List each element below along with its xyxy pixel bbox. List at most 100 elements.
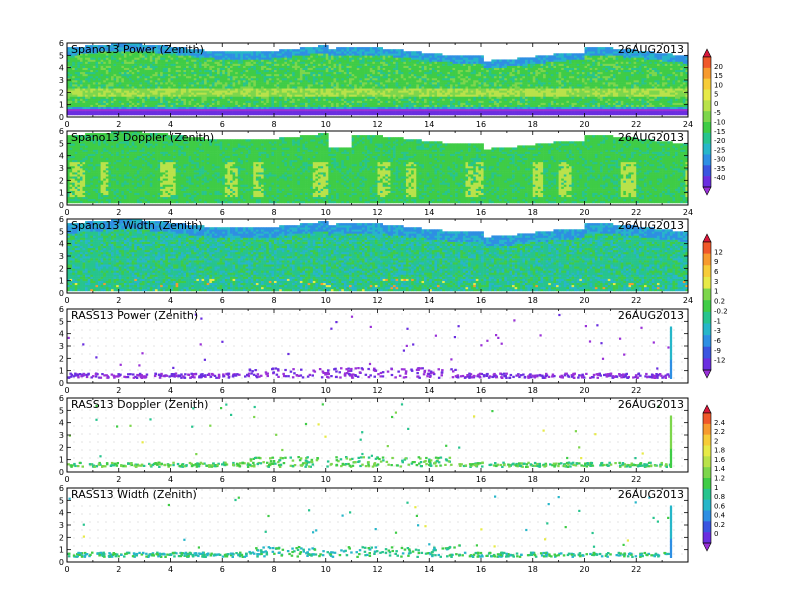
heatmap-cell [248, 57, 251, 59]
heatmap-cell [421, 105, 424, 107]
heatmap-cell [121, 92, 124, 94]
heatmap-cell [321, 59, 324, 61]
heatmap-cell [191, 74, 194, 76]
heatmap-cell [331, 94, 334, 96]
heatmap-cell [207, 66, 210, 68]
heatmap-cell [83, 105, 86, 107]
heatmap-cell [111, 80, 114, 82]
heatmap-cell [233, 57, 236, 59]
heatmap-cell [70, 70, 73, 72]
heatmap-cell [186, 96, 189, 98]
heatmap-cell [178, 86, 181, 88]
heatmap-cell [305, 96, 308, 98]
heatmap-cell [315, 96, 318, 98]
heatmap-cell [139, 84, 142, 86]
heatmap-cell [292, 107, 295, 109]
heatmap-cell [313, 82, 316, 84]
heatmap-cell [406, 72, 409, 74]
heatmap-cell [290, 49, 293, 51]
heatmap-cell [440, 78, 443, 80]
heatmap-cell [313, 62, 316, 64]
heatmap-cell [129, 82, 132, 84]
heatmap-cell [310, 101, 313, 103]
heatmap-cell [191, 57, 194, 59]
heatmap-cell [243, 78, 246, 80]
heatmap-cell [137, 68, 140, 70]
heatmap-cell [230, 86, 233, 88]
heatmap-cell [88, 101, 91, 103]
heatmap-cell [380, 103, 383, 105]
heatmap-cell [158, 64, 161, 66]
heatmap-cell [235, 109, 238, 111]
heatmap-cell [442, 94, 445, 96]
heatmap-cell [142, 82, 145, 84]
heatmap-cell [132, 96, 135, 98]
heatmap-cell [248, 72, 251, 74]
heatmap-cell [235, 55, 238, 57]
heatmap-cell [189, 66, 192, 68]
heatmap-cell [463, 99, 466, 101]
heatmap-cell [134, 59, 137, 61]
heatmap-cell [437, 105, 440, 107]
heatmap-cell [339, 59, 342, 61]
heatmap-cell [302, 90, 305, 92]
heatmap-cell [396, 111, 399, 113]
heatmap-cell [341, 92, 344, 94]
heatmap-cell [204, 78, 207, 80]
heatmap-cell [217, 78, 220, 80]
heatmap-cell [127, 68, 130, 70]
heatmap-cell [403, 88, 406, 90]
heatmap-cell [189, 74, 192, 76]
heatmap-cell [334, 113, 337, 115]
heatmap-cell [411, 92, 414, 94]
heatmap-cell [334, 62, 337, 64]
heatmap-cell [225, 103, 228, 105]
heatmap-cell [326, 72, 329, 74]
heatmap-cell [432, 55, 435, 57]
heatmap-cell [339, 113, 342, 115]
heatmap-cell [393, 90, 396, 92]
heatmap-cell [352, 47, 355, 49]
heatmap-cell [403, 59, 406, 61]
heatmap-cell [238, 59, 241, 61]
heatmap-cell [209, 111, 212, 113]
heatmap-cell [424, 66, 427, 68]
heatmap-cell [158, 92, 161, 94]
heatmap-cell [248, 82, 251, 84]
heatmap-cell [305, 51, 308, 53]
heatmap-cell [134, 57, 137, 59]
heatmap-cell [357, 103, 360, 105]
heatmap-cell [204, 105, 207, 107]
heatmap-cell [264, 80, 267, 82]
heatmap-cell [178, 80, 181, 82]
heatmap-cell [318, 64, 321, 66]
heatmap-cell [183, 90, 186, 92]
heatmap-cell [434, 68, 437, 70]
heatmap-cell [160, 64, 163, 66]
heatmap-cell [171, 92, 174, 94]
heatmap-cell [310, 76, 313, 78]
heatmap-cell [365, 51, 368, 53]
heatmap-cell [305, 74, 308, 76]
heatmap-cell [248, 66, 251, 68]
heatmap-cell [222, 92, 225, 94]
heatmap-cell [398, 59, 401, 61]
heatmap-cell [253, 113, 256, 115]
heatmap-cell [225, 82, 228, 84]
heatmap-cell [173, 96, 176, 98]
heatmap-cell [406, 94, 409, 96]
heatmap-cell [295, 111, 298, 113]
heatmap-cell [256, 109, 259, 111]
heatmap-cell [458, 107, 461, 109]
heatmap-cell [282, 96, 285, 98]
heatmap-cell [191, 78, 194, 80]
heatmap-cell [150, 113, 153, 115]
heatmap-cell [134, 64, 137, 66]
heatmap-cell [186, 59, 189, 61]
heatmap-cell [85, 86, 88, 88]
heatmap-cell [235, 94, 238, 96]
heatmap-cell [367, 51, 370, 53]
heatmap-cell [279, 49, 282, 51]
heatmap-cell [209, 105, 212, 107]
heatmap-cell [158, 78, 161, 80]
